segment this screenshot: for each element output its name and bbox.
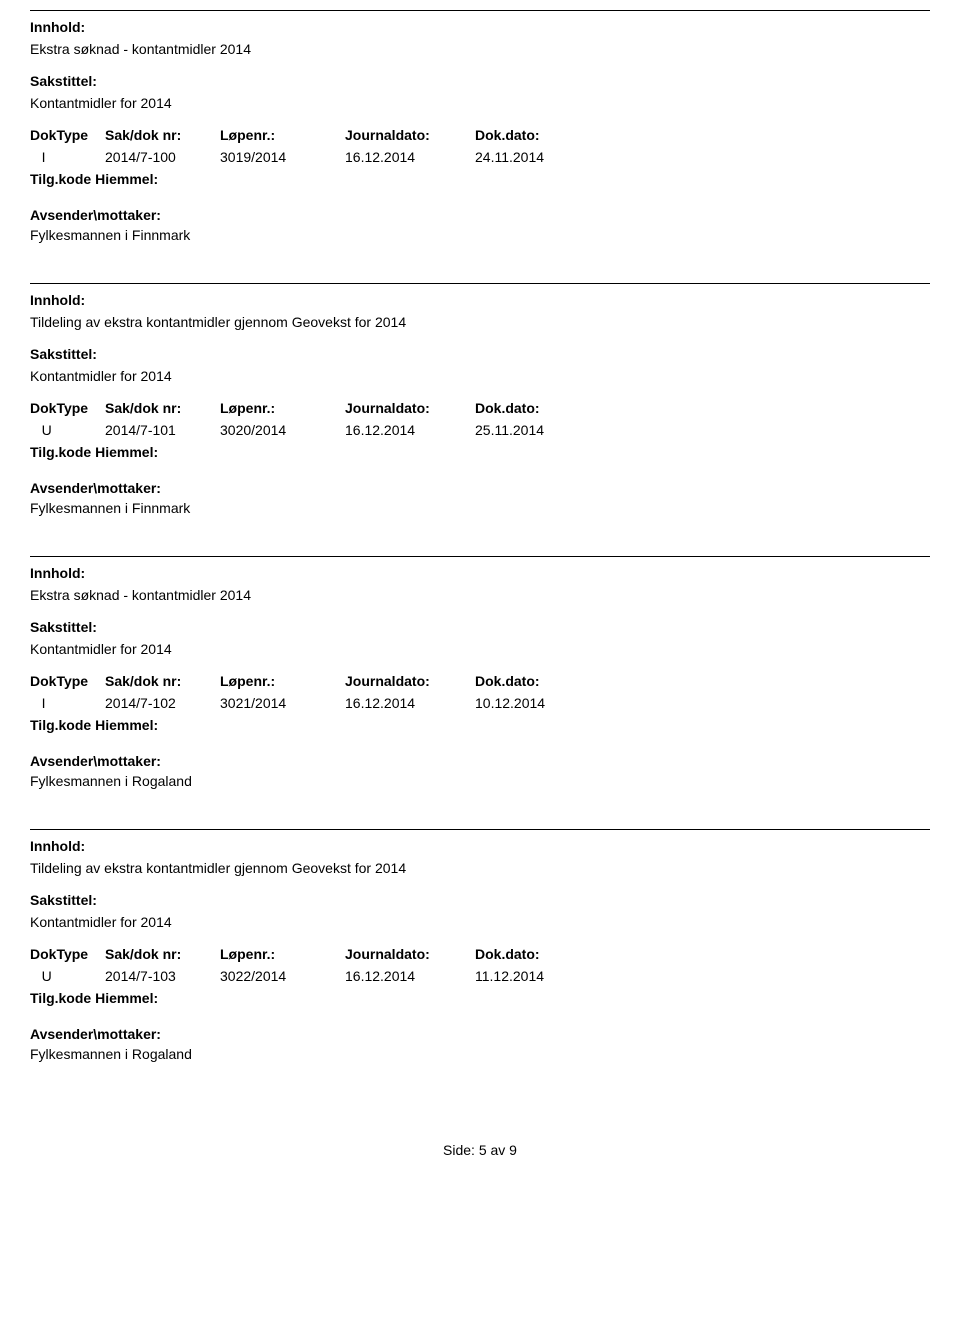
avsender-value: Fylkesmannen i Finnmark (30, 227, 930, 243)
cell-lopenr: 3022/2014 (220, 968, 345, 984)
sakstittel-label: Sakstittel: (30, 346, 930, 362)
journal-entry: Innhold: Ekstra søknad - kontantmidler 2… (30, 10, 930, 243)
tilgkode-row: Tilg.kode Hiemmel: (30, 717, 930, 733)
hjemmel-label: Hiemmel: (95, 444, 158, 460)
col-header-lopenr: Løpenr.: (220, 673, 345, 689)
cell-sakdok: 2014/7-101 (105, 422, 220, 438)
col-header-doktype: DokType (30, 946, 105, 962)
cell-lopenr: 3021/2014 (220, 695, 345, 711)
tilgkode-row: Tilg.kode Hiemmel: (30, 171, 930, 187)
avsender-value: Fylkesmannen i Finnmark (30, 500, 930, 516)
col-header-journaldato: Journaldato: (345, 127, 475, 143)
col-header-sakdok: Sak/dok nr: (105, 946, 220, 962)
col-header-dokdato: Dok.dato: (475, 400, 595, 416)
cell-doktype: U (30, 968, 105, 984)
col-header-dokdato: Dok.dato: (475, 127, 595, 143)
innhold-label: Innhold: (30, 565, 930, 581)
sakstittel-label: Sakstittel: (30, 73, 930, 89)
col-header-doktype: DokType (30, 400, 105, 416)
journal-entry: Innhold: Tildeling av ekstra kontantmidl… (30, 283, 930, 516)
cell-dokdato: 10.12.2014 (475, 695, 595, 711)
cell-sakdok: 2014/7-102 (105, 695, 220, 711)
avsender-value: Fylkesmannen i Rogaland (30, 773, 930, 789)
sakstittel-value: Kontantmidler for 2014 (30, 368, 930, 384)
innhold-label: Innhold: (30, 292, 930, 308)
cell-dokdato: 11.12.2014 (475, 968, 595, 984)
cell-journaldato: 16.12.2014 (345, 968, 475, 984)
col-header-dokdato: Dok.dato: (475, 946, 595, 962)
innhold-value: Tildeling av ekstra kontantmidler gjenno… (30, 860, 930, 876)
table-data-row: U 2014/7-101 3020/2014 16.12.2014 25.11.… (30, 422, 930, 438)
avsender-label: Avsender\mottaker: (30, 1026, 930, 1042)
journal-entry: Innhold: Ekstra søknad - kontantmidler 2… (30, 556, 930, 789)
table-header-row: DokType Sak/dok nr: Løpenr.: Journaldato… (30, 946, 930, 962)
avsender-label: Avsender\mottaker: (30, 480, 930, 496)
table-data-row: I 2014/7-102 3021/2014 16.12.2014 10.12.… (30, 695, 930, 711)
cell-doktype: U (30, 422, 105, 438)
col-header-journaldato: Journaldato: (345, 400, 475, 416)
cell-sakdok: 2014/7-103 (105, 968, 220, 984)
cell-journaldato: 16.12.2014 (345, 149, 475, 165)
avsender-label: Avsender\mottaker: (30, 207, 930, 223)
table-header-row: DokType Sak/dok nr: Løpenr.: Journaldato… (30, 400, 930, 416)
col-header-lopenr: Løpenr.: (220, 946, 345, 962)
page-footer: Side: 5 av 9 (30, 1142, 930, 1158)
hjemmel-label: Hiemmel: (95, 990, 158, 1006)
table-header-row: DokType Sak/dok nr: Løpenr.: Journaldato… (30, 673, 930, 689)
innhold-label: Innhold: (30, 838, 930, 854)
col-header-doktype: DokType (30, 127, 105, 143)
col-header-sakdok: Sak/dok nr: (105, 673, 220, 689)
hjemmel-label: Hiemmel: (95, 171, 158, 187)
cell-journaldato: 16.12.2014 (345, 422, 475, 438)
tilgkode-label: Tilg.kode (30, 717, 91, 733)
col-header-lopenr: Løpenr.: (220, 400, 345, 416)
innhold-value: Ekstra søknad - kontantmidler 2014 (30, 41, 930, 57)
sakstittel-label: Sakstittel: (30, 619, 930, 635)
innhold-value: Ekstra søknad - kontantmidler 2014 (30, 587, 930, 603)
table-data-row: U 2014/7-103 3022/2014 16.12.2014 11.12.… (30, 968, 930, 984)
tilgkode-label: Tilg.kode (30, 444, 91, 460)
sakstittel-label: Sakstittel: (30, 892, 930, 908)
innhold-label: Innhold: (30, 19, 930, 35)
sakstittel-value: Kontantmidler for 2014 (30, 914, 930, 930)
tilgkode-label: Tilg.kode (30, 990, 91, 1006)
cell-dokdato: 25.11.2014 (475, 422, 595, 438)
innhold-value: Tildeling av ekstra kontantmidler gjenno… (30, 314, 930, 330)
hjemmel-label: Hiemmel: (95, 717, 158, 733)
cell-doktype: I (30, 149, 105, 165)
table-header-row: DokType Sak/dok nr: Løpenr.: Journaldato… (30, 127, 930, 143)
journal-entry: Innhold: Tildeling av ekstra kontantmidl… (30, 829, 930, 1062)
tilgkode-label: Tilg.kode (30, 171, 91, 187)
avsender-value: Fylkesmannen i Rogaland (30, 1046, 930, 1062)
cell-sakdok: 2014/7-100 (105, 149, 220, 165)
col-header-doktype: DokType (30, 673, 105, 689)
avsender-label: Avsender\mottaker: (30, 753, 930, 769)
col-header-journaldato: Journaldato: (345, 673, 475, 689)
col-header-sakdok: Sak/dok nr: (105, 127, 220, 143)
cell-lopenr: 3020/2014 (220, 422, 345, 438)
col-header-lopenr: Løpenr.: (220, 127, 345, 143)
tilgkode-row: Tilg.kode Hiemmel: (30, 444, 930, 460)
sakstittel-value: Kontantmidler for 2014 (30, 641, 930, 657)
col-header-journaldato: Journaldato: (345, 946, 475, 962)
cell-lopenr: 3019/2014 (220, 149, 345, 165)
cell-dokdato: 24.11.2014 (475, 149, 595, 165)
cell-doktype: I (30, 695, 105, 711)
cell-journaldato: 16.12.2014 (345, 695, 475, 711)
col-header-dokdato: Dok.dato: (475, 673, 595, 689)
table-data-row: I 2014/7-100 3019/2014 16.12.2014 24.11.… (30, 149, 930, 165)
tilgkode-row: Tilg.kode Hiemmel: (30, 990, 930, 1006)
col-header-sakdok: Sak/dok nr: (105, 400, 220, 416)
sakstittel-value: Kontantmidler for 2014 (30, 95, 930, 111)
